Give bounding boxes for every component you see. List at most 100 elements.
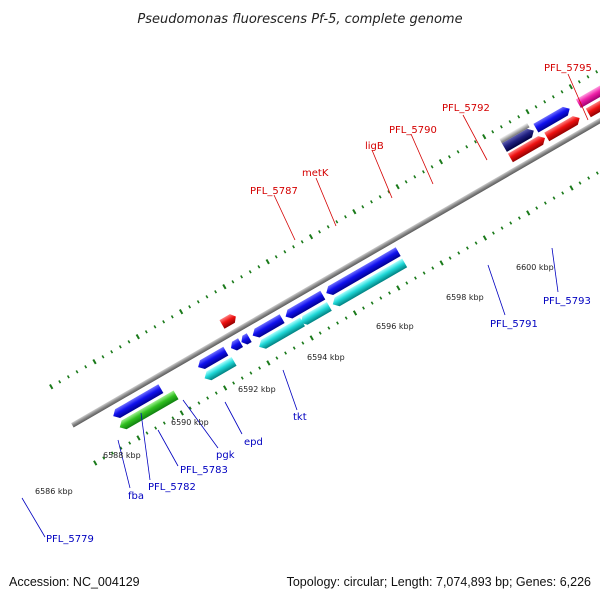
gene-label[interactable]: PFL_5783 — [180, 465, 228, 476]
tick-mark — [162, 421, 166, 425]
tick-mark — [75, 370, 79, 374]
tick-mark — [595, 171, 599, 175]
gene-arrow[interactable] — [202, 357, 237, 383]
tick-mark — [344, 316, 348, 320]
gene-label[interactable]: PFL_5790 — [389, 125, 437, 136]
gene-label[interactable]: metK — [302, 168, 329, 179]
tick-mark — [265, 259, 270, 265]
tick-mark — [595, 70, 599, 74]
gene-label[interactable]: epd — [244, 437, 263, 448]
tick-mark — [543, 201, 547, 205]
tick-mark — [283, 250, 287, 254]
tick-mark — [170, 315, 174, 319]
genome-backbone — [71, 0, 600, 428]
tick-mark — [395, 184, 400, 190]
tick-mark — [197, 401, 201, 405]
tick-mark — [378, 195, 382, 199]
gene-arrow[interactable] — [575, 67, 600, 109]
tick-mark — [414, 276, 417, 280]
gene-arrow[interactable] — [257, 317, 305, 352]
tick-mark — [301, 341, 305, 345]
gene-label[interactable]: ligB — [365, 141, 384, 152]
tick-mark — [362, 306, 365, 310]
tick-mark — [275, 356, 279, 360]
kbp-label: 6590 kbp — [171, 418, 209, 427]
gene-label[interactable]: PFL_5791 — [490, 319, 538, 330]
tick-mark — [447, 155, 451, 159]
tick-mark — [499, 125, 503, 129]
tick-mark — [474, 241, 478, 245]
kbp-label: 6594 kbp — [307, 353, 345, 362]
tick-mark — [577, 80, 581, 84]
tick-mark — [196, 300, 200, 304]
tick-mark — [240, 376, 244, 380]
tick-mark — [370, 301, 374, 305]
tick-mark — [456, 150, 460, 154]
tick-mark — [551, 95, 555, 99]
tick-mark — [535, 206, 539, 210]
gene-arrow[interactable] — [324, 247, 401, 297]
tick-mark — [222, 385, 228, 391]
gene-arrow[interactable] — [283, 290, 326, 321]
gene-arrow[interactable] — [229, 338, 244, 352]
genome-strip — [49, 0, 600, 466]
tick-mark — [145, 431, 149, 435]
tick-mark — [326, 225, 330, 229]
gene-arrow[interactable] — [507, 134, 548, 163]
tick-mark — [93, 460, 98, 466]
tick-mark — [171, 416, 175, 420]
tick-mark — [388, 291, 391, 295]
tick-mark — [128, 441, 132, 445]
gene-arrow[interactable] — [239, 333, 252, 346]
tick-mark — [552, 196, 556, 200]
tick-mark — [336, 321, 339, 325]
gene-label[interactable]: pgk — [216, 450, 235, 461]
tick-mark — [58, 380, 62, 384]
gene-label[interactable]: PFL_5793 — [543, 296, 591, 307]
gene-arrow[interactable] — [298, 302, 332, 327]
tick-mark — [352, 310, 358, 316]
tick-mark — [491, 231, 495, 235]
tick-row-inner — [93, 171, 599, 466]
gene-label[interactable]: PFL_5782 — [148, 482, 196, 493]
gene-label[interactable]: tkt — [293, 412, 307, 423]
gene-label[interactable]: fba — [128, 491, 144, 502]
accession-text: Accession: NC_004129 — [9, 575, 140, 589]
tick-mark — [465, 145, 469, 149]
tick-mark — [568, 84, 573, 90]
tick-mark — [249, 371, 253, 375]
gene-arrow[interactable] — [219, 312, 238, 329]
gene-label[interactable]: PFL_5787 — [250, 186, 298, 197]
reverse-gene-labels: PFL_5779 fba PFL_5782 PFL_5783 pgk epd t… — [46, 296, 591, 545]
tick-mark — [327, 326, 331, 330]
genome-summary-text: Topology: circular; Length: 7,074,893 bp… — [287, 575, 591, 589]
gene-label[interactable]: PFL_5792 — [442, 103, 490, 114]
tick-mark — [101, 355, 105, 359]
tick-mark — [543, 100, 547, 104]
tick-mark — [465, 246, 469, 250]
tick-mark — [135, 334, 140, 340]
gene-arrow[interactable] — [544, 114, 582, 142]
tick-mark — [84, 365, 88, 369]
tick-mark — [162, 320, 166, 324]
tick-mark — [422, 271, 426, 275]
gene-arrow[interactable] — [533, 104, 572, 133]
tick-mark — [274, 255, 278, 259]
tick-mark — [205, 295, 209, 299]
gene-arrow[interactable] — [250, 314, 285, 340]
gene-arrow[interactable] — [196, 346, 229, 372]
gene-arrow[interactable] — [330, 258, 408, 309]
tick-mark — [231, 280, 235, 284]
gene-arrow[interactable] — [501, 126, 536, 152]
gene-arrow[interactable] — [111, 384, 164, 420]
gene-arrow[interactable] — [117, 390, 179, 432]
gene-label[interactable]: PFL_5795 — [544, 63, 592, 74]
tick-mark — [361, 205, 365, 209]
tick-mark — [352, 209, 357, 215]
tick-mark — [222, 284, 227, 290]
tick-mark — [473, 140, 477, 144]
gene-label[interactable]: PFL_5779 — [46, 534, 94, 545]
gene-arrow[interactable] — [499, 122, 530, 144]
tick-mark — [439, 260, 444, 266]
